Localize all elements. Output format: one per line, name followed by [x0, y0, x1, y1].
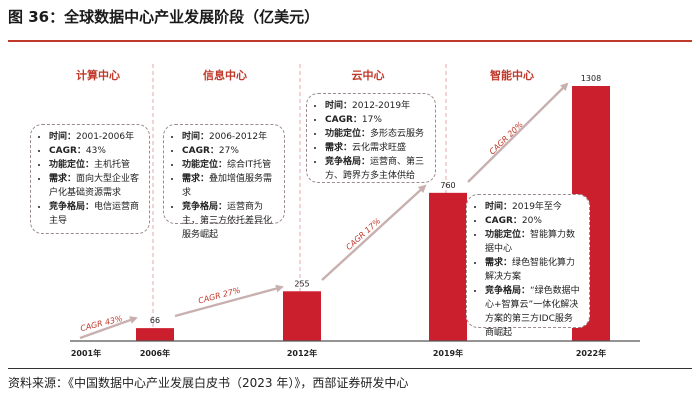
info-item: CAGR：43% — [49, 144, 141, 158]
info-item-label: CAGR： — [485, 216, 522, 226]
info-item-label: 竞争格局： — [325, 157, 370, 167]
growth-arrow-2 — [322, 186, 425, 280]
stage-heading-3: 智能中心 — [490, 68, 534, 82]
info-item: 竞争格局：“绿色数据中心+智算云”一体化解决方案的第三方IDC服务商崛起 — [485, 284, 581, 340]
info-item: 时间：2001-2006年 — [49, 130, 141, 144]
info-item-value: 云化需求旺盛 — [352, 143, 406, 153]
info-item-value: 20% — [522, 216, 542, 226]
info-item: 功能定位：智能算力数据中心 — [485, 228, 581, 256]
info-item-label: 功能定位： — [485, 230, 530, 240]
info-item: 需求：绿色智能化算力解决方案 — [485, 256, 581, 284]
stage-heading-0: 计算中心 — [76, 68, 120, 82]
x-tick-label: 2022年 — [576, 348, 606, 358]
bar-2012年 — [283, 291, 321, 341]
cagr-label-2: CAGR 17% — [344, 216, 382, 252]
info-item-label: 竞争格局： — [182, 202, 227, 212]
x-tick-label: 2012年 — [287, 348, 317, 358]
info-item-label: 竞争格局： — [49, 202, 94, 212]
bar-2019年 — [429, 193, 467, 341]
bar-value-label: 760 — [440, 181, 455, 190]
info-item-label: 竞争格局： — [485, 286, 530, 296]
info-item: 时间：2019年至今 — [485, 200, 581, 214]
info-item-label: CAGR： — [325, 115, 362, 125]
info-item-label: 时间： — [485, 202, 512, 212]
info-item-value: 17% — [362, 115, 382, 125]
info-item: 需求：叠加增值服务需求 — [182, 172, 276, 200]
info-item-label: 功能定位： — [182, 160, 227, 170]
info-box-cloud-center: 时间：2012-2019年CAGR：17%功能定位：多形态云服务需求：云化需求旺… — [306, 93, 436, 183]
info-item-label: 时间： — [49, 132, 76, 142]
info-item-label: 需求： — [325, 143, 352, 153]
info-item-value: 2006-2012年 — [209, 132, 267, 142]
x-tick-label: 2001年 — [71, 348, 101, 358]
info-item: 需求：面向大型企业客户化基础资源需求 — [49, 172, 141, 200]
info-item: 竞争格局：电信运营商主导 — [49, 200, 141, 228]
info-item-label: CAGR： — [49, 146, 86, 156]
info-item-label: 功能定位： — [49, 160, 94, 170]
info-item-label: 功能定位： — [325, 129, 370, 139]
info-item-value: 27% — [219, 146, 239, 156]
info-item-label: 需求： — [485, 258, 512, 268]
cagr-label-1: CAGR 27% — [197, 286, 241, 306]
info-item: 竞争格局：运营商、第三方、跨界方多主体供给 — [325, 155, 427, 183]
info-item: 时间：2012-2019年 — [325, 99, 427, 113]
info-item-value: 43% — [86, 146, 106, 156]
info-item-value: 主机托管 — [94, 160, 130, 170]
info-item: CAGR：20% — [485, 214, 581, 228]
info-item-value: 2019年至今 — [512, 202, 562, 212]
cagr-label-3: CAGR 20% — [488, 120, 525, 156]
x-tick-label: 2006年 — [140, 348, 170, 358]
info-item: 时间：2006-2012年 — [182, 130, 276, 144]
info-item-value: 多形态云服务 — [370, 129, 424, 139]
info-item-value: 2001-2006年 — [76, 132, 134, 142]
info-item-label: CAGR： — [182, 146, 219, 156]
bar-value-label: 1308 — [581, 74, 601, 83]
info-item-label: 需求： — [49, 174, 76, 184]
info-item: 功能定位：综合IT托管 — [182, 158, 276, 172]
source-note: 资料来源：《中国数据中心产业发展白皮书（2023 年）》，西部证券研发中心 — [8, 374, 408, 391]
info-item: 功能定位：主机托管 — [49, 158, 141, 172]
info-item-label: 需求： — [182, 174, 209, 184]
info-box-computing-center: 时间：2001-2006年CAGR：43%功能定位：主机托管需求：面向大型企业客… — [30, 124, 150, 234]
info-item: 需求：云化需求旺盛 — [325, 141, 427, 155]
x-tick-label: 2019年 — [433, 348, 463, 358]
info-item: 竞争格局：运营商为主，第三方依托差异化服务崛起 — [182, 200, 276, 242]
info-item-label: 时间： — [325, 101, 352, 111]
info-item-value: 2012-2019年 — [352, 101, 410, 111]
info-box-intelligent-center: 时间：2019年至今CAGR：20%功能定位：智能算力数据中心需求：绿色智能化算… — [466, 194, 590, 328]
info-item: 功能定位：多形态云服务 — [325, 127, 427, 141]
footer-divider — [8, 368, 692, 369]
bar-2006年 — [136, 328, 174, 341]
info-item-label: 时间： — [182, 132, 209, 142]
info-box-information-center: 时间：2006-2012年CAGR：27%功能定位：综合IT托管需求：叠加增值服… — [163, 124, 285, 224]
bar-value-label: 255 — [294, 279, 309, 288]
info-item: CAGR：17% — [325, 113, 427, 127]
stage-heading-1: 信息中心 — [203, 68, 247, 82]
info-item: CAGR：27% — [182, 144, 276, 158]
stage-heading-2: 云中心 — [352, 68, 385, 82]
info-item-value: 综合IT托管 — [227, 160, 271, 170]
bar-value-label: 66 — [150, 316, 160, 325]
